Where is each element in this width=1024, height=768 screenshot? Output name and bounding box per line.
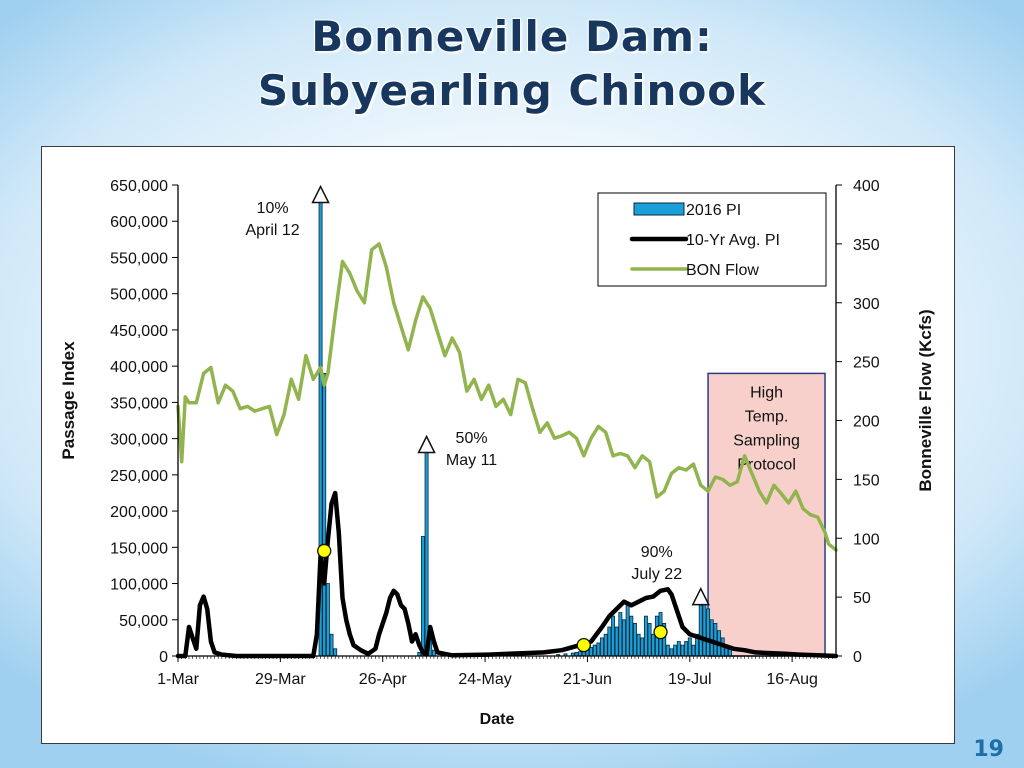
- series-bon-flow: [176, 242, 838, 552]
- bar-2016-pi: [618, 612, 623, 657]
- y2-tick-label: 350: [853, 237, 880, 254]
- y-tick-label: 200,000: [110, 504, 168, 521]
- bar-2016-pi: [578, 651, 583, 657]
- y-tick-label: 50,000: [119, 613, 168, 630]
- y2-tick-label: 150: [853, 472, 880, 489]
- shaded-region-label: High: [750, 384, 783, 401]
- bar-2016-pi: [625, 604, 630, 657]
- bar-2016-pi: [420, 536, 425, 657]
- passage-marker: [576, 637, 591, 653]
- bar-2016-pi: [643, 615, 648, 657]
- bar-2016-pi: [698, 604, 703, 657]
- y2-tick-label: 0: [853, 649, 862, 666]
- y-tick-label: 100,000: [110, 577, 168, 594]
- bar-2016-pi: [333, 648, 338, 657]
- x-tick-label: 1-Mar: [157, 671, 199, 688]
- passage-marker: [653, 624, 668, 640]
- y2-axis-title: Bonneville Flow (Kcfs): [916, 309, 935, 491]
- x-tick-label: 24-May: [458, 671, 511, 688]
- annotation-date: April 12: [245, 222, 299, 239]
- bar-2016-pi: [680, 644, 685, 657]
- y-tick-label: 600,000: [110, 214, 168, 231]
- y2-tick-label: 400: [853, 178, 880, 195]
- bar-2016-pi: [329, 633, 334, 657]
- y-tick-label: 0: [159, 649, 168, 666]
- bar-2016-pi: [691, 644, 696, 657]
- passage-marker: [317, 543, 332, 559]
- peak-triangle: [691, 586, 710, 606]
- y2-tick-label: 100: [853, 531, 880, 548]
- bar-2016-pi: [669, 648, 674, 657]
- annotation-percent: 90%: [641, 544, 673, 561]
- legend-swatch-bars: [633, 202, 685, 216]
- title-line-2: Subyearling Chinook: [257, 66, 767, 115]
- annotation-date: May 11: [446, 452, 497, 469]
- slide-title: Bonneville Dam: Subyearling Chinook: [0, 10, 1024, 118]
- peak-triangle: [417, 434, 436, 454]
- y-axis-title: Passage Index: [59, 341, 78, 460]
- bar-2016-pi: [607, 626, 612, 657]
- bar-2016-pi: [611, 615, 615, 657]
- bar-2016-pi: [647, 622, 652, 657]
- shaded-region: [707, 372, 826, 657]
- bar-2016-pi: [706, 608, 711, 657]
- bar-2016-pi: [622, 619, 626, 657]
- bar-2016-pi: [665, 644, 670, 657]
- bar-2016-pi: [632, 622, 637, 657]
- bar-2016-pi: [424, 449, 429, 657]
- x-tick-label: 21-Jun: [563, 671, 612, 688]
- bar-2016-pi: [709, 619, 714, 657]
- y-tick-label: 250,000: [110, 468, 168, 485]
- bar-2016-pi: [592, 644, 597, 657]
- bar-2016-pi: [702, 601, 707, 657]
- shaded-region-label: Temp.: [745, 408, 789, 425]
- x-tick-label: 29-Mar: [255, 671, 306, 688]
- annotation-percent: 10%: [257, 200, 289, 217]
- bar-2016-pi: [676, 641, 681, 657]
- peak-triangle: [311, 184, 330, 204]
- x-tick-label: 16-Aug: [766, 671, 818, 688]
- bar-2016-pi: [713, 622, 718, 657]
- x-tick-label: 26-Apr: [359, 671, 408, 688]
- y-tick-label: 350,000: [110, 395, 168, 412]
- chart-frame: High Temp. Sampling Protocol 0 50,000 100,000…: [41, 146, 955, 744]
- bar-2016-pi: [636, 633, 641, 657]
- x-axis-title: Date: [480, 711, 515, 728]
- legend-label: 10-Yr Avg. PI: [686, 232, 780, 249]
- y-tick-label: 650,000: [110, 178, 168, 195]
- x-tick-label: 19-Jul: [668, 671, 712, 688]
- y-tick-label: 550,000: [110, 250, 168, 267]
- y2-tick-label: 300: [853, 296, 880, 313]
- y-tick-label: 500,000: [110, 287, 168, 304]
- bar-2016-pi: [322, 372, 327, 657]
- bar-2016-pi: [629, 615, 634, 657]
- y-tick-label: 400,000: [110, 359, 168, 376]
- bar-2016-pi: [673, 644, 678, 657]
- y2-tick-label: 200: [853, 414, 880, 431]
- y2-tick-label: 50: [853, 590, 871, 607]
- bar-2016-pi: [614, 626, 619, 657]
- annotation-date: July 22: [631, 566, 682, 583]
- bar-2016-pi: [651, 633, 656, 657]
- y-tick-label: 300,000: [110, 432, 168, 449]
- bar-2016-pi: [687, 637, 692, 657]
- annotation-percent: 50%: [456, 430, 488, 447]
- bar-2016-pi: [640, 637, 645, 657]
- page-number: 19: [973, 737, 1004, 762]
- bar-2016-pi: [684, 641, 689, 657]
- y-tick-label: 150,000: [110, 540, 168, 557]
- y2-tick-label: 250: [853, 355, 880, 372]
- legend-label: 2016 PI: [686, 202, 741, 219]
- title-line-1: Bonneville Dam:: [311, 12, 713, 61]
- bar-2016-pi: [600, 637, 604, 657]
- y-tick-label: 450,000: [110, 323, 168, 340]
- shaded-region-label: Sampling: [733, 432, 800, 449]
- legend-label: BON Flow: [686, 262, 759, 279]
- bar-2016-pi: [596, 642, 601, 657]
- bar-2016-pi: [603, 633, 608, 657]
- bar-2016-pi: [325, 583, 330, 657]
